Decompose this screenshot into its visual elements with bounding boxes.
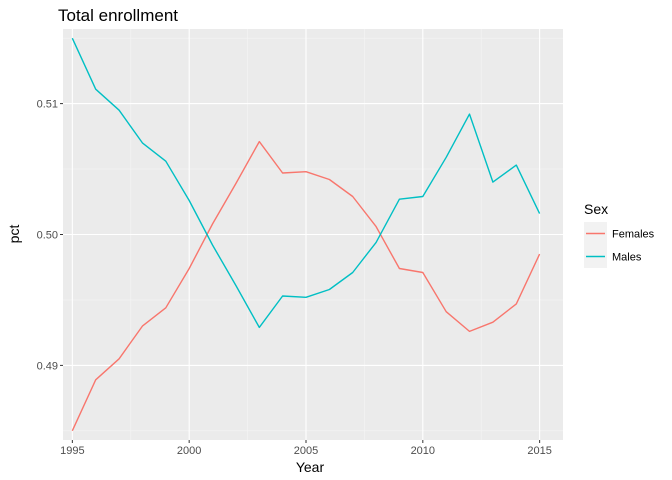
legend: Sex Females Males bbox=[584, 201, 655, 268]
legend-label: Males bbox=[612, 252, 642, 264]
y-tick-label: 0.51 bbox=[37, 99, 58, 111]
y-axis: 0.49 0.50 0.51 bbox=[37, 99, 63, 372]
grid-major bbox=[63, 29, 563, 440]
chart-title: Total enrollment bbox=[58, 6, 178, 25]
y-tick-label: 0.49 bbox=[37, 360, 58, 372]
x-tick-label: 1995 bbox=[60, 445, 84, 457]
legend-label: Females bbox=[612, 229, 655, 241]
x-tick-label: 2015 bbox=[527, 445, 551, 457]
x-tick-label: 2000 bbox=[177, 445, 201, 457]
x-axis-title: Year bbox=[296, 459, 325, 475]
legend-item-females: Females bbox=[584, 222, 655, 245]
series-group bbox=[71, 37, 541, 432]
legend-title: Sex bbox=[584, 201, 608, 217]
series-line-males bbox=[71, 37, 541, 329]
y-axis-title: pct bbox=[6, 225, 22, 244]
legend-item-males: Males bbox=[584, 245, 642, 268]
y-tick-label: 0.50 bbox=[37, 230, 58, 242]
x-axis: 1995 2000 2005 2010 2015 bbox=[60, 440, 552, 457]
legend-items: Females Males bbox=[584, 222, 655, 268]
x-tick-label: 2005 bbox=[294, 445, 318, 457]
series-line-females bbox=[71, 140, 541, 432]
x-tick-label: 2010 bbox=[411, 445, 435, 457]
